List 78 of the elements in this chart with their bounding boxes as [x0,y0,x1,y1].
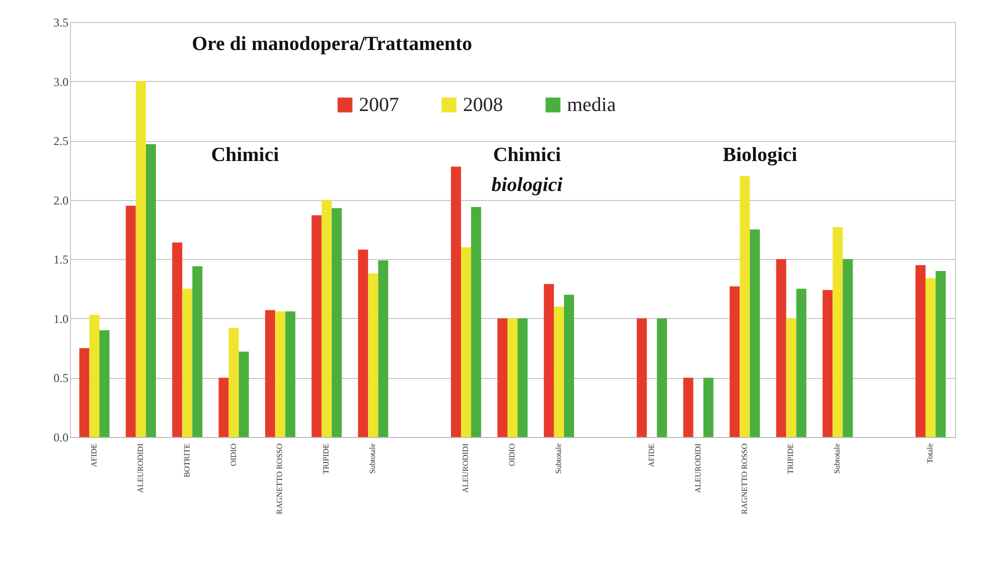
bar [378,260,388,437]
bar [554,306,564,437]
bar [450,166,462,437]
x-tick-label: Subtotale [368,443,378,474]
x-tick-label: AFIDE [89,443,98,468]
y-tick-label: 0.0 [54,430,68,444]
x-tick-label: TRIPIDE [322,443,331,474]
y-tick-label: 2.0 [54,193,68,208]
bar [471,206,482,437]
x-tick-label: RAGNETTO ROSSO [740,443,749,514]
bar [238,352,249,437]
bar [285,311,296,437]
y-tick-label: 0.5 [54,371,68,386]
x-tick-label: AFIDE [646,443,656,468]
bar [265,310,276,437]
bar [703,378,714,437]
x-tick-label: Subtotale [832,443,842,474]
annotation: Chimici [493,144,562,166]
bar [544,284,554,437]
y-tick-label: 3.5 [54,16,68,30]
bar [126,206,136,437]
bar [518,318,528,437]
x-tick-label: Totale [926,443,935,464]
bar [218,378,229,437]
bar [228,328,239,437]
x-tick-label: TRIPIDE [786,443,796,474]
bar [842,259,853,437]
bar [497,318,508,437]
bar [368,273,378,437]
bar [683,378,694,437]
x-tick-label: RAGNETTO ROSSO [275,443,284,514]
bar [564,294,574,437]
bar [358,250,368,437]
bar [192,266,202,437]
x-tick-label: ALEURODIDI [693,443,702,493]
x-tick-label: BOTRITE [182,443,192,478]
bar [740,176,750,437]
bar [332,208,342,437]
bar [656,318,667,437]
legend-label: 2008 [463,94,503,116]
annotation: Chimici [211,144,280,166]
text: Ore di manodopera/Trattamento [192,33,472,55]
y-tick-label: 2.5 [54,134,68,148]
y-tick-label: 1.5 [54,252,68,267]
bar [172,242,182,437]
bar [926,278,936,437]
y-tick-label: 3.0 [54,74,68,89]
bar [916,265,926,437]
bar [182,288,192,437]
bar [822,290,833,437]
x-tick-label: OIDIO [228,443,238,466]
bar [936,271,946,437]
bar [796,288,806,437]
y-tick-label: 1.0 [54,312,68,326]
bar [89,314,100,437]
legend-label: 2007 [359,94,399,116]
x-tick-label: OIDIO [508,443,516,466]
bar [750,230,760,437]
bar [730,286,740,437]
bar [79,348,90,437]
bar [99,330,110,437]
bar [275,311,286,437]
bar [312,215,322,437]
bar [146,144,156,437]
legend-label: media [567,94,616,116]
annotation: biologici [491,174,563,196]
bar [461,247,472,437]
bar [507,318,518,437]
bar [786,318,796,437]
bar [322,200,332,437]
bar [636,318,647,437]
bar [776,259,786,437]
x-tick-label: Subtotale [554,443,563,474]
x-tick-label: ALEURODIDI [136,443,145,493]
annotation: Biologici [722,144,798,166]
bar [832,227,843,437]
bar [136,81,146,437]
x-tick-label: ALEURODIDI [461,443,470,493]
